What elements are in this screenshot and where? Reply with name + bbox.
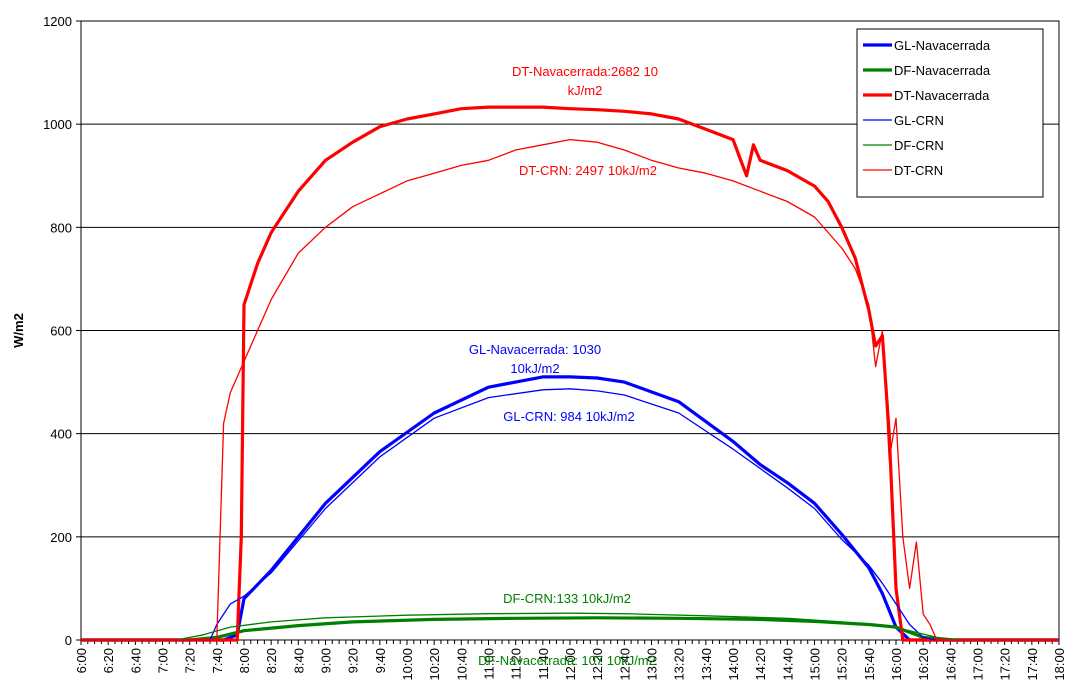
x-tick-label: 10:00 — [400, 648, 415, 681]
y-axis: 0 200 400 600 800 1000 1200 — [43, 14, 81, 648]
x-tick-label: 15:40 — [862, 648, 877, 681]
legend-box — [856, 28, 1044, 198]
series-line-df-navacerrada — [81, 616, 1059, 642]
x-tick-label: 16:20 — [916, 648, 931, 681]
annotation-label: GL-CRN: 984 10kJ/m2 — [503, 409, 635, 424]
x-tick-label: 9:00 — [319, 648, 334, 673]
x-tick-label: 8:40 — [291, 648, 306, 673]
x-tick-label: 17:20 — [998, 648, 1013, 681]
x-tick-label: 15:00 — [808, 648, 823, 681]
y-tick-label: 1200 — [43, 14, 72, 29]
x-tick-label: 12:40 — [617, 648, 632, 681]
y-tick-label: 600 — [50, 324, 72, 339]
series-line-gl-crn — [81, 388, 1059, 641]
x-tick-label: 6:20 — [101, 648, 116, 673]
x-tick-label: 16:00 — [889, 648, 904, 681]
x-tick-label: 8:00 — [237, 648, 252, 673]
x-tick-label: 17:40 — [1025, 648, 1040, 681]
legend-label: GL-CRN — [894, 113, 944, 128]
x-tick-label: 14:00 — [726, 648, 741, 681]
annotation-label: DT-CRN: 2497 10kJ/m2 — [519, 163, 657, 178]
x-tick-label: 14:20 — [753, 648, 768, 681]
annotation-label: DT-Navacerrada:2682 10 — [512, 64, 658, 79]
y-tick-label: 200 — [50, 530, 72, 545]
x-tick-label: 18:00 — [1052, 648, 1067, 681]
x-tick-label: 9:20 — [346, 648, 361, 673]
series-line-df-crn — [81, 612, 1059, 641]
x-tick-label: 12:20 — [590, 648, 605, 681]
legend-label: DT-CRN — [894, 163, 943, 178]
x-tick-label: 9:40 — [373, 648, 388, 673]
annotation-label: DF-CRN:133 10kJ/m2 — [503, 591, 631, 606]
series-line-dt-navacerrada — [81, 105, 1059, 642]
x-tick-label: 14:40 — [780, 648, 795, 681]
x-tick-label: 6:00 — [74, 648, 89, 673]
x-tick-label: 16:40 — [943, 648, 958, 681]
y-tick-label: 0 — [65, 633, 72, 648]
annotation-label: DF-Navacerrada: 107 10kJ/m2 — [478, 653, 656, 668]
x-tick-label: 13:20 — [672, 648, 687, 681]
annotation-label: kJ/m2 — [568, 83, 603, 98]
x-tick-label: 13:00 — [645, 648, 660, 681]
y-tick-label: 400 — [50, 427, 72, 442]
x-tick-label: 10:40 — [454, 648, 469, 681]
legend: GL-Navacerrada DF-Navacerrada DT-Navacerra… — [856, 28, 1044, 198]
y-axis-label: W/m2 — [11, 313, 26, 348]
x-tick-label: 17:00 — [971, 648, 986, 681]
x-tick-label: 8:20 — [264, 648, 279, 673]
x-tick-label: 11:00 — [482, 648, 497, 680]
x-tick-label: 10:20 — [427, 648, 442, 681]
series-line-dt-crn — [81, 138, 1059, 641]
x-tick-label: 11:20 — [509, 648, 524, 680]
y-tick-label: 800 — [50, 220, 72, 235]
series-line-gl-navacerrada — [81, 375, 1059, 642]
x-tick-label: 15:20 — [835, 648, 850, 681]
x-tick-label: 12:00 — [563, 648, 578, 681]
legend-label: DT-Navacerrada — [894, 88, 990, 103]
x-tick-label: 7:20 — [183, 648, 198, 673]
x-tick-label: 6:40 — [128, 648, 143, 673]
x-tick-label: 7:40 — [210, 648, 225, 673]
x-axis: 6:00 6:20 6:40 7:00 7:20 7:40 8:00 8:20 8:40 9:00… — [74, 640, 1067, 681]
series-lines — [81, 105, 1059, 642]
legend-label: DF-Navacerrada — [894, 63, 991, 78]
annotation-label: 10kJ/m2 — [510, 361, 559, 376]
legend-label: GL-Navacerrada — [894, 38, 991, 53]
annotations: DT-Navacerrada:2682 10 kJ/m2 DT-CRN: 2497 … — [469, 64, 658, 668]
y-tick-label: 1000 — [43, 117, 72, 132]
x-tick-label: 11:40 — [536, 648, 551, 680]
annotation-label: GL-Navacerrada: 1030 — [469, 342, 601, 357]
x-tick-label: 7:00 — [156, 648, 171, 673]
legend-label: DF-CRN — [894, 138, 944, 153]
x-tick-label: 13:40 — [699, 648, 714, 681]
